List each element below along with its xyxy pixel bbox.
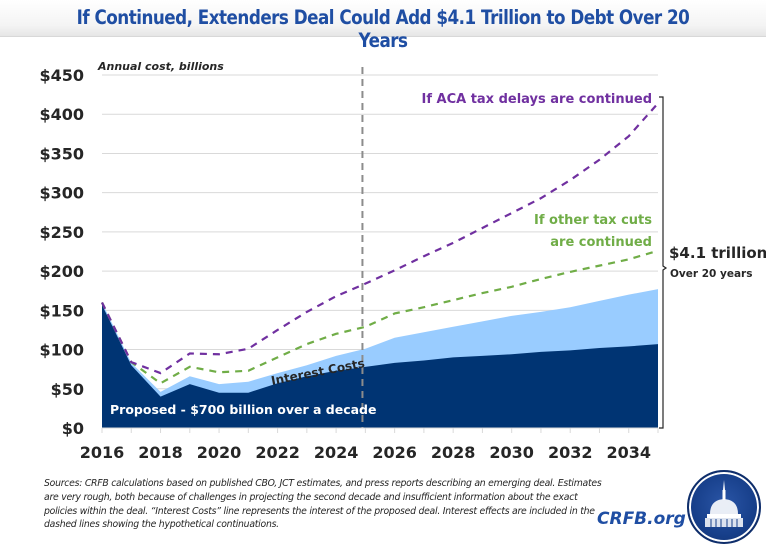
aca-continued-line	[101, 102, 659, 375]
y-tick-label: $0	[62, 419, 84, 438]
y-axis-label: Annual cost, billions	[97, 60, 224, 73]
dashed-lines	[101, 102, 659, 385]
chart-title: If Continued, Extenders Deal Could Add $…	[76, 6, 690, 52]
y-tick-label: $200	[39, 262, 84, 281]
x-tick-label: 2030	[489, 443, 534, 462]
y-tick-label: $400	[39, 105, 84, 124]
y-tick-label: $300	[39, 184, 84, 203]
y-tick-label: $250	[39, 223, 84, 242]
brand-link[interactable]: CRFB.org	[597, 509, 686, 529]
areas	[102, 289, 658, 428]
other-tax-annotation-line1: If other tax cuts	[534, 213, 652, 228]
axes	[101, 427, 659, 433]
y-tick-label: $450	[39, 66, 84, 85]
x-tick-label: 2018	[138, 443, 183, 462]
sources-note: Sources: CRFB calculations based on publ…	[44, 478, 602, 531]
y-tick-label: $350	[39, 144, 84, 163]
title-bar: If Continued, Extenders Deal Could Add $…	[0, 0, 766, 52]
total-sub-annotation: Over 20 years	[670, 268, 752, 280]
proposed-area	[102, 304, 658, 428]
proposed-annotation: Proposed - $700 billion over a decade	[110, 402, 377, 417]
x-tick-label: 2026	[372, 443, 417, 462]
y-tick-label: $100	[39, 341, 84, 360]
y-tick-labels: $0 $50 $100 $150 $200 $250 $300 $350 $400 $450	[39, 66, 84, 438]
aca-annotation: If ACA tax delays are continued	[421, 92, 652, 107]
other-tax-annotation-line2: are continued	[550, 235, 652, 250]
x-tick-label: 2020	[197, 443, 242, 462]
x-tick-label: 2032	[548, 443, 593, 462]
x-tick-label: 2022	[255, 443, 300, 462]
y-tick-label: $50	[51, 380, 84, 399]
x-tick-labels: 2016 2018 2020 2022 2024 2026 2028 2030 2032 2034	[80, 443, 651, 462]
x-tick-label: 2034	[606, 443, 651, 462]
x-tick-label: 2016	[80, 443, 125, 462]
x-tick-label: 2024	[314, 443, 359, 462]
x-tick-label: 2028	[431, 443, 476, 462]
total-annotation: $4.1 trillion	[669, 244, 766, 262]
total-bracket	[659, 96, 668, 429]
capitol-dome-icon	[687, 470, 761, 544]
y-tick-label: $150	[39, 301, 84, 320]
